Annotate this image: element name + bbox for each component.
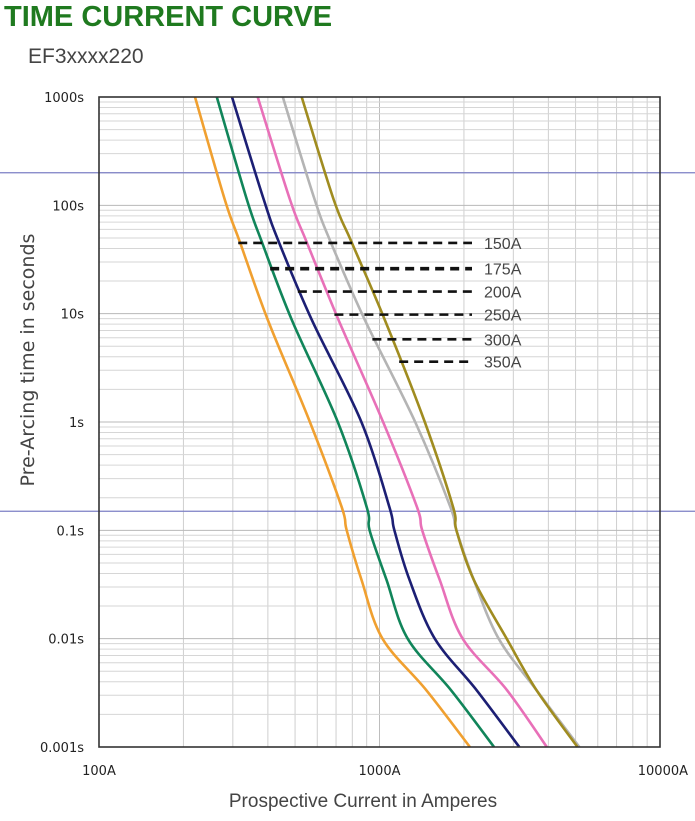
y-tick-label: 100s: [52, 199, 84, 214]
curve-200A: [230, 96, 521, 748]
y-tick-label: 10s: [61, 308, 85, 323]
rating-label-200A: 200A: [484, 285, 522, 302]
y-tick-label: 1000s: [44, 91, 84, 106]
curve-250A: [256, 96, 548, 748]
x-tick-label: 1000A: [359, 764, 401, 779]
chart-subtitle: EF3xxxx220: [28, 45, 144, 68]
y-tick-label: 0.001s: [40, 741, 84, 756]
rating-label-300A: 300A: [484, 332, 522, 349]
curve-150A: [193, 96, 471, 748]
y-ticks: 1000s 100s 10s 1s 0.1s 0.01s 0.001s: [40, 91, 84, 756]
curve-300A: [281, 96, 581, 748]
rating-label-250A: 250A: [484, 308, 522, 325]
y-tick-label: 0.1s: [57, 524, 85, 539]
x-tick-label: 100A: [82, 764, 116, 779]
y-tick-label: 0.01s: [48, 633, 84, 648]
rating-label-150A: 150A: [484, 236, 522, 253]
plot-frame: [98, 96, 661, 748]
rating-label-350A: 350A: [484, 355, 522, 372]
grid: [99, 97, 660, 748]
curves: [193, 96, 581, 748]
curve-175A: [215, 96, 496, 748]
x-tick-label: 10000A: [638, 764, 688, 779]
curve-350A: [300, 96, 579, 748]
chart-title: TIME CURRENT CURVE: [4, 1, 333, 33]
reference-lines: [0, 172, 695, 512]
x-axis-label: Prospective Current in Amperes: [229, 791, 497, 812]
leader-lines: 150A 175A 200A 250A 300A 350A: [238, 236, 522, 372]
y-tick-label: 1s: [69, 416, 84, 431]
y-axis-label: Pre-Arcing time in seconds: [17, 234, 39, 487]
rating-label-175A: 175A: [484, 262, 522, 279]
x-ticks: 100A 1000A 10000A: [82, 764, 688, 779]
